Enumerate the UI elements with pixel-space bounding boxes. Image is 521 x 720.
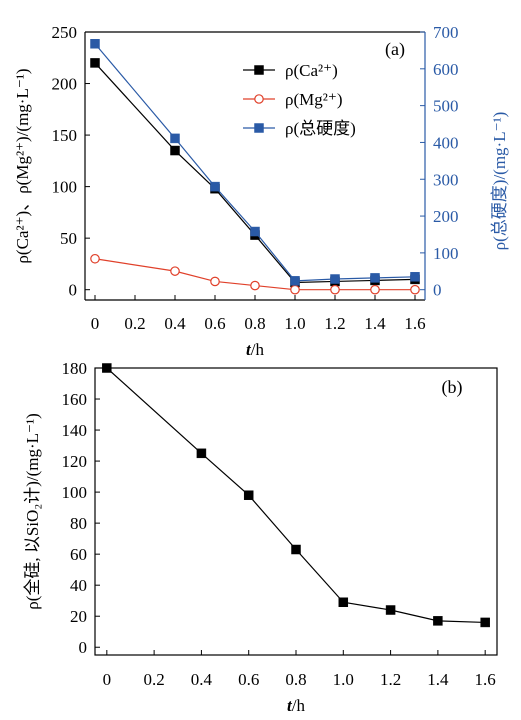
legend-swatch-marker bbox=[254, 123, 264, 133]
legend-label: ρ(Mg²⁺) bbox=[285, 90, 343, 109]
panel-a-y-tick-label: 250 bbox=[52, 23, 78, 42]
panel-a-x-axis-label-var: t bbox=[246, 340, 252, 359]
panel-a-x-tick-label: 1.0 bbox=[284, 314, 305, 333]
panel-b-chart: 0 0.2 0.4 0.6 0.8 1.0 1.2 1.4 1.6 0 20 40 60 80 100 120… bbox=[23, 359, 498, 715]
panel-a-y2-tick-label: 100 bbox=[433, 244, 459, 263]
panel-b-y-tick-label: 120 bbox=[62, 452, 88, 471]
panel-a-y-tick-label: 150 bbox=[52, 126, 78, 145]
panel-a-x-tick-label: 0.4 bbox=[164, 314, 186, 333]
panel-b-x-tick-label: 0 bbox=[103, 670, 112, 689]
panel-a-x-axis-label-unit: /h bbox=[251, 340, 265, 359]
legend-swatch-marker bbox=[254, 65, 264, 75]
panel-a-y2-tick-label: 600 bbox=[433, 60, 459, 79]
panel-a-series-1-point bbox=[370, 284, 380, 295]
panel-a-label: (a) bbox=[385, 39, 405, 60]
panel-a-x-tick-label: 0.6 bbox=[204, 314, 225, 333]
panel-a-chart: 0 0.2 0.4 0.6 0.8 1.0 1.2 1.4 1.6 0 50 100 150 200 250… bbox=[13, 23, 509, 359]
panel-a-y-tick-label: 100 bbox=[52, 178, 78, 197]
panel-b-x-tick-label: 1.6 bbox=[475, 670, 496, 689]
panel-b-series-point bbox=[480, 617, 490, 628]
panel-a-x-axis-label: t/h bbox=[246, 340, 264, 359]
panel-a-series-0-line bbox=[94, 62, 416, 284]
panel-a-x-tick-label: 0 bbox=[91, 314, 100, 333]
panel-b-x-tick-label: 1.4 bbox=[427, 670, 449, 689]
panel-a-y-tick-label: 0 bbox=[69, 281, 78, 300]
panel-b-y-tick-label: 100 bbox=[62, 483, 88, 502]
panel-b-series-point bbox=[102, 363, 112, 373]
panel-b-y-tick-label: 20 bbox=[70, 607, 87, 626]
panel-b-x-tick-label: 0.4 bbox=[191, 670, 213, 689]
panel-a-x-tick-label: 1.2 bbox=[324, 314, 345, 333]
panel-a-y-axis-label: ρ(Ca²⁺)、ρ(Mg²⁺)/(mg·L⁻¹) bbox=[13, 68, 32, 263]
panel-b-x-tick-label: 0.6 bbox=[238, 670, 259, 689]
panel-a-series-0-point bbox=[90, 58, 100, 68]
panel-b-y-tick-label: 180 bbox=[62, 359, 88, 378]
panel-b-series-point bbox=[291, 544, 301, 555]
panel-a-series-0-point bbox=[170, 145, 180, 156]
panel-a-series-2-point bbox=[290, 276, 300, 286]
panel-b-y-axis-label: ρ(全硅, 以SiO₂计)/(mg·L⁻¹) bbox=[23, 413, 42, 610]
panel-a-x-tick-label: 1.6 bbox=[404, 314, 425, 333]
panel-a-series-2-point bbox=[210, 181, 220, 192]
panel-a-series-2-line bbox=[94, 43, 416, 282]
panel-a-series-1-point bbox=[410, 284, 420, 295]
panel-a-series-2-point bbox=[370, 273, 380, 283]
panel-a-series-2-point bbox=[330, 274, 340, 284]
panel-a-y2-tick-label: 500 bbox=[433, 97, 459, 116]
panel-b-y-tick-label: 140 bbox=[62, 421, 88, 440]
panel-a-y2-tick-label: 700 bbox=[433, 23, 459, 42]
panel-a-series-2-point bbox=[250, 226, 260, 237]
panel-a-y-tick-label: 50 bbox=[60, 229, 77, 248]
panel-a-series-1-point bbox=[250, 280, 260, 291]
panel-a-series-1-point bbox=[210, 276, 220, 287]
panel-b-label: (b) bbox=[442, 377, 463, 398]
panel-b-x-axis-label-var: t bbox=[287, 696, 293, 715]
legend-swatch-marker bbox=[254, 94, 264, 104]
panel-a-y2-tick-label: 300 bbox=[433, 170, 459, 189]
panel-a-series-1-point bbox=[290, 284, 300, 295]
panel-b-y-tick-label: 160 bbox=[62, 390, 88, 409]
panel-b-y-tick-label: 40 bbox=[70, 576, 87, 595]
panel-a-y2-axis-label: ρ(总硬度)/(mg·L⁻¹) bbox=[490, 112, 509, 251]
panel-a-series-1-point bbox=[330, 284, 340, 295]
panel-b-series-point bbox=[196, 448, 207, 459]
panel-a-series-2-point bbox=[410, 272, 420, 282]
panel-a-y2-tick-label: 400 bbox=[433, 133, 459, 152]
panel-b-y-tick-label: 0 bbox=[79, 638, 88, 657]
panel-b-x-axis-label-unit: /h bbox=[292, 696, 306, 715]
legend-label: ρ(Ca²⁺) bbox=[285, 61, 338, 80]
panel-b-x-tick-label: 0.8 bbox=[285, 670, 306, 689]
panel-a-x-tick-label: 0.8 bbox=[244, 314, 265, 333]
panel-a-x-tick-label: 1.4 bbox=[364, 314, 386, 333]
panel-b-x-tick-label: 1.2 bbox=[380, 670, 401, 689]
panel-b-series-line bbox=[106, 367, 486, 624]
panel-a-series-1-line bbox=[94, 258, 415, 291]
panel-a-x-tick-label: 0.2 bbox=[124, 314, 145, 333]
panel-b-series-point bbox=[243, 490, 254, 500]
panel-b-x-tick-label: 1.0 bbox=[333, 670, 354, 689]
panel-a-y2-tick-label: 0 bbox=[433, 281, 442, 300]
panel-a-series-2-point bbox=[90, 39, 100, 49]
legend-label: ρ(总硬度) bbox=[285, 119, 356, 138]
panel-a-series-1-point bbox=[170, 266, 180, 276]
panel-b-y-tick-label: 60 bbox=[70, 545, 87, 564]
panel-b-series-point bbox=[385, 605, 396, 615]
panel-b-x-tick-label: 0.2 bbox=[143, 670, 164, 689]
panel-a-y-tick-label: 200 bbox=[52, 75, 78, 94]
panel-b-y-tick-label: 80 bbox=[70, 514, 87, 533]
panel-b-x-axis-label: t/h bbox=[287, 696, 305, 715]
panel-b-series-point bbox=[433, 616, 443, 626]
panel-b-series-point bbox=[338, 597, 349, 608]
panel-a-series-1-point bbox=[90, 253, 100, 264]
panel-a-y2-tick-label: 200 bbox=[433, 207, 459, 226]
panel-a-series-2-point bbox=[170, 133, 180, 144]
